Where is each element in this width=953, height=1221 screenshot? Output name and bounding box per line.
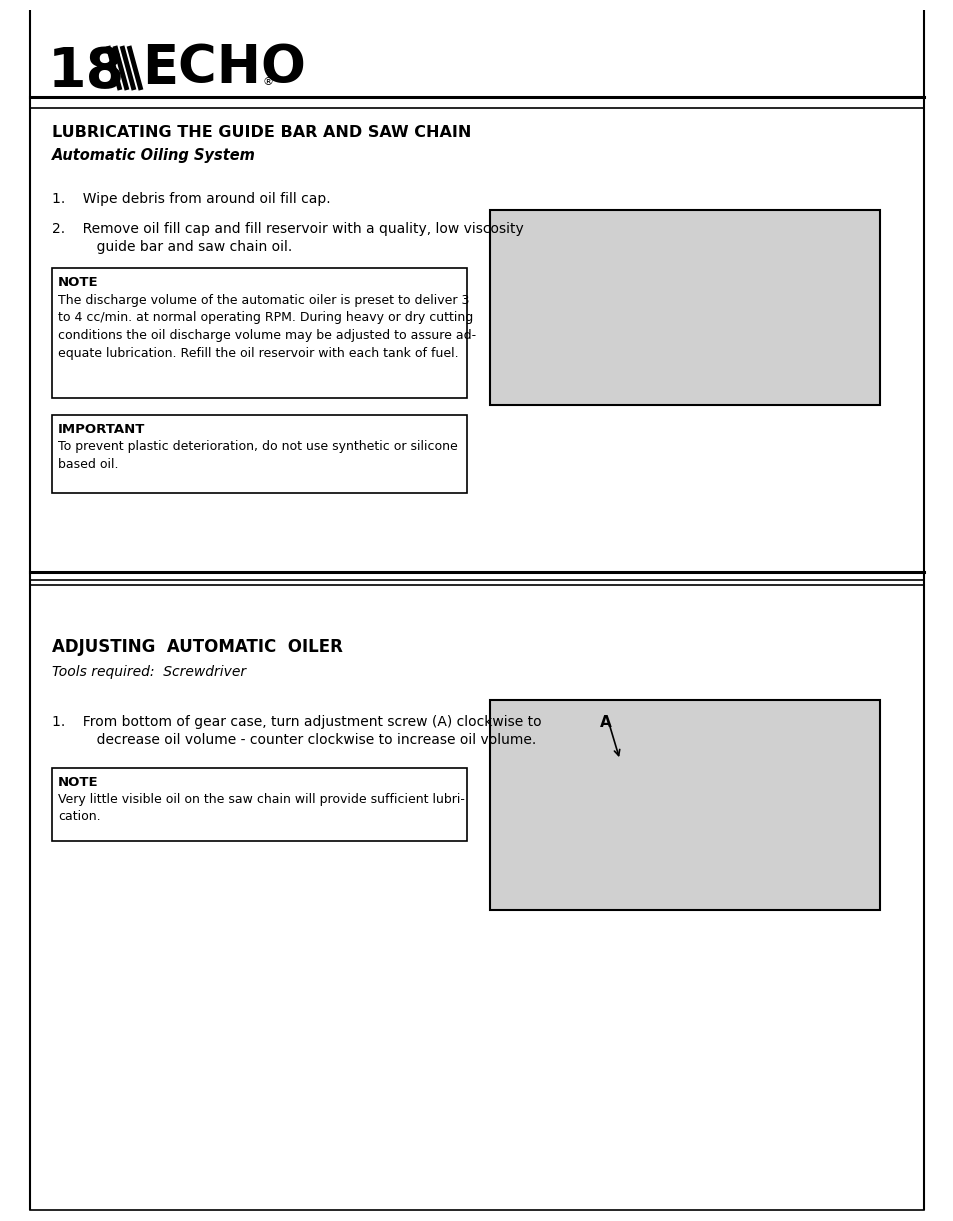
Text: 1.    From bottom of gear case, turn adjustment screw (A) clockwise to: 1. From bottom of gear case, turn adjust…	[52, 716, 541, 729]
Text: To prevent plastic deterioration, do not use synthetic or silicone
based oil.: To prevent plastic deterioration, do not…	[58, 440, 457, 470]
Text: 2.    Remove oil fill cap and fill reservoir with a quality, low viscosity: 2. Remove oil fill cap and fill reservoi…	[52, 222, 523, 236]
Text: NOTE: NOTE	[58, 777, 98, 789]
Text: A: A	[599, 716, 611, 730]
Text: ADJUSTING  AUTOMATIC  OILER: ADJUSTING AUTOMATIC OILER	[52, 639, 342, 656]
Text: 18: 18	[48, 45, 125, 99]
Text: ®: ®	[263, 77, 274, 87]
Bar	[490, 700, 879, 910]
Text: guide bar and saw chain oil.: guide bar and saw chain oil.	[66, 241, 292, 254]
Text: ECHO: ECHO	[142, 42, 306, 94]
Text: Tools required:  Screwdriver: Tools required: Screwdriver	[52, 665, 246, 679]
Bar	[52, 768, 467, 841]
Text: Very little visible oil on the saw chain will provide sufficient lubri-
cation.: Very little visible oil on the saw chain…	[58, 792, 464, 823]
Bar	[490, 210, 879, 405]
Text: decrease oil volume - counter clockwise to increase oil volume.: decrease oil volume - counter clockwise …	[66, 733, 536, 747]
Text: Automatic Oiling System: Automatic Oiling System	[52, 148, 255, 162]
Bar	[30, 107, 923, 580]
Text: 1.    Wipe debris from around oil fill cap.: 1. Wipe debris from around oil fill cap.	[52, 192, 331, 206]
Text: IMPORTANT: IMPORTANT	[58, 422, 145, 436]
Text: The discharge volume of the automatic oiler is preset to deliver 3
to 4 cc/min. : The discharge volume of the automatic oi…	[58, 294, 476, 359]
Bar	[30, 585, 923, 1210]
Text: LUBRICATING THE GUIDE BAR AND SAW CHAIN: LUBRICATING THE GUIDE BAR AND SAW CHAIN	[52, 125, 471, 140]
Bar	[52, 267, 467, 398]
Bar	[52, 415, 467, 493]
Text: NOTE: NOTE	[58, 276, 98, 289]
